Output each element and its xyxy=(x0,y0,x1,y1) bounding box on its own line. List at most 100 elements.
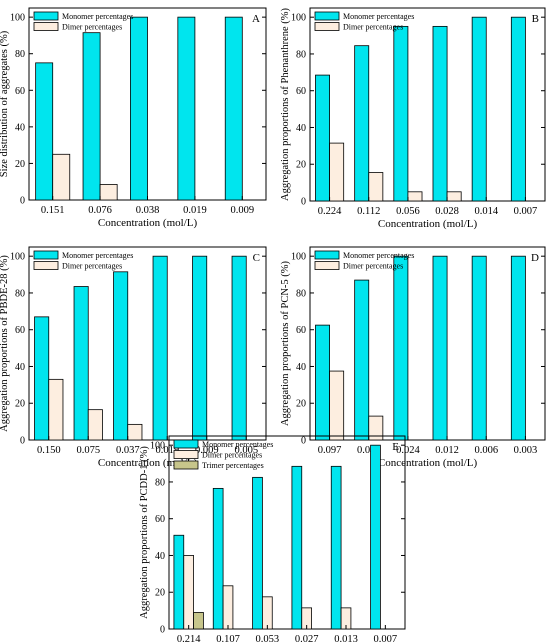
legend-label: Dimer percentages xyxy=(343,23,403,32)
bar-dimer xyxy=(329,370,345,441)
legend-swatch-monomer xyxy=(314,250,340,260)
y-tick-label: 0 xyxy=(20,436,25,447)
bar-monomer xyxy=(315,324,330,441)
x-tick-label: 0.056 xyxy=(396,206,420,217)
y-tick-label: 80 xyxy=(155,477,165,488)
legend-swatch-trimer xyxy=(173,460,199,470)
y-tick-label: 60 xyxy=(155,514,165,525)
bar-monomer xyxy=(354,45,370,202)
legend-label: Monomer percentages xyxy=(202,440,273,449)
panel-label: C xyxy=(253,252,260,264)
x-axis-label: Concentration (mol/L) xyxy=(378,218,478,230)
x-tick-label: 0.075 xyxy=(76,445,100,456)
bar-dimer xyxy=(127,423,143,441)
x-tick-label: 0.012 xyxy=(435,445,459,456)
bar-monomer xyxy=(315,74,330,202)
x-tick-label: 0.076 xyxy=(88,205,112,216)
y-tick-label: 20 xyxy=(15,159,25,170)
panel-label: D xyxy=(531,252,539,264)
legend-swatch-monomer xyxy=(33,11,59,21)
x-tick-label: 0.107 xyxy=(216,634,240,644)
y-tick-label: 40 xyxy=(155,551,165,562)
bar-dimer xyxy=(407,191,423,202)
x-tick-label: 0.038 xyxy=(136,205,160,216)
bar-dimer xyxy=(222,585,234,630)
legend-label: Dimer percentages xyxy=(62,262,122,271)
x-tick-label: 0.151 xyxy=(41,205,65,216)
legend-label: Dimer percentages xyxy=(343,262,403,271)
bar-monomer xyxy=(212,487,224,630)
bar-monomer xyxy=(231,255,247,441)
x-tick-label: 0.009 xyxy=(230,205,254,216)
bar-monomer xyxy=(82,32,101,201)
legend-label: Dimer percentages xyxy=(202,451,262,460)
bar-monomer xyxy=(393,255,409,441)
x-tick-label: 0.150 xyxy=(37,445,61,456)
bar-dimer xyxy=(87,409,103,441)
bar-monomer xyxy=(471,16,487,202)
y-tick-label: 60 xyxy=(15,86,25,97)
y-tick-label: 100 xyxy=(291,252,306,263)
y-tick-label: 80 xyxy=(296,49,306,60)
x-tick-label: 0.005 xyxy=(234,445,258,456)
bar-monomer xyxy=(354,279,370,441)
bar-monomer xyxy=(152,255,168,441)
y-axis-label: Aggregation proportions of PCN-5 (%) xyxy=(280,260,291,426)
x-tick-label: 0.007 xyxy=(374,634,398,644)
x-tick-label: 0.027 xyxy=(295,634,319,644)
bar-dimer xyxy=(446,191,462,202)
x-tick-label: 0.009 xyxy=(195,445,219,456)
legend-swatch-monomer xyxy=(314,11,340,21)
bar-monomer xyxy=(471,255,487,441)
y-tick-label: 100 xyxy=(10,13,25,24)
y-axis-label: Aggregation proportions of PCDD-1 (%) xyxy=(139,446,150,619)
bar-monomer xyxy=(35,62,54,201)
bar-dimer xyxy=(368,415,384,441)
y-tick-label: 0 xyxy=(160,625,165,636)
y-tick-label: 20 xyxy=(15,399,25,410)
legend-label: Monomer percentages xyxy=(62,251,133,260)
x-tick-label: 0.048 xyxy=(357,445,381,456)
x-tick-label: 0.006 xyxy=(474,445,498,456)
legend-label: Monomer percentages xyxy=(62,12,133,21)
plot-frame xyxy=(168,435,406,630)
chart-panel-b: 0 20 40 60 80 100 0.224 0.112 0.056 0.028 0.014 0.0… xyxy=(280,7,546,230)
bar-monomer xyxy=(393,25,409,202)
y-tick-label: 40 xyxy=(296,362,306,373)
x-axis-label: Concentration (mol/L) xyxy=(378,457,478,469)
x-tick-label: 0.013 xyxy=(334,634,358,644)
x-tick-label: 0.097 xyxy=(318,445,342,456)
bar-monomer xyxy=(177,16,196,201)
y-tick-label: 40 xyxy=(15,122,25,133)
y-tick-label: 20 xyxy=(296,160,306,171)
y-tick-label: 60 xyxy=(15,325,25,336)
y-tick-label: 40 xyxy=(296,123,306,134)
legend-label: Monomer percentages xyxy=(343,12,414,21)
y-tick-label: 0 xyxy=(301,436,306,447)
bar-monomer xyxy=(113,271,129,441)
bar-monomer xyxy=(192,255,208,441)
bar-monomer xyxy=(173,534,185,630)
panel-label: B xyxy=(532,13,539,25)
y-tick-label: 60 xyxy=(296,86,306,97)
legend-swatch-dimer xyxy=(33,22,59,31)
y-tick-label: 0 xyxy=(20,196,25,207)
legend-swatch-monomer xyxy=(33,250,59,260)
y-tick-label: 100 xyxy=(10,252,25,263)
bar-dimer xyxy=(183,555,194,630)
bar-monomer xyxy=(224,16,243,201)
x-axis-label: Concentration (mol/L) xyxy=(98,457,198,469)
legend-swatch-monomer xyxy=(173,439,199,449)
plot-frame xyxy=(309,7,546,202)
y-tick-label: 20 xyxy=(296,399,306,410)
x-tick-label: 0.007 xyxy=(514,206,538,217)
bar-monomer xyxy=(432,255,448,441)
panel-label: E xyxy=(392,441,399,453)
x-tick-label: 0.019 xyxy=(155,445,179,456)
bar-dimer xyxy=(262,596,273,630)
y-tick-label: 20 xyxy=(155,588,165,599)
legend-swatch-dimer xyxy=(314,261,340,270)
bar-dimer xyxy=(329,142,345,202)
chart-panel-c: 0 20 40 60 80 100 0.150 0.075 0.037 0.019 0.009 0.0… xyxy=(0,246,267,469)
